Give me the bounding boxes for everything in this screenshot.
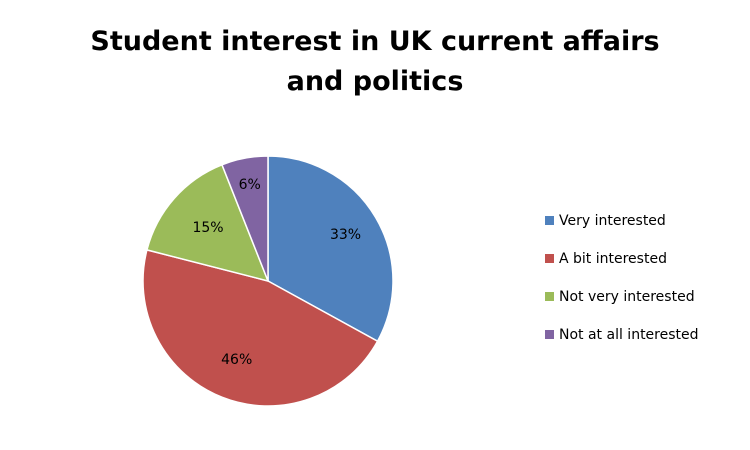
legend-label: Not very interested [559,288,695,305]
pie-slice-not-at-all-interested [221,155,269,282]
chart-title-line-1: Student interest in UK current affairs [90,26,660,57]
data-label-a-bit-interested: 46% [221,352,252,368]
data-label-not-at-all-interested: 6% [239,177,261,193]
legend-label: Not at all interested [559,326,699,343]
legend-label: A bit interested [559,250,667,267]
legend-swatch [545,292,554,301]
legend-swatch [545,330,554,339]
pie-slice-a-bit-interested [142,248,379,407]
data-label-not-very-interested: 15% [192,220,223,236]
chart-title: Student interest in UK current affairs a… [0,22,750,102]
legend-item-not-very-interested: Not very interested [545,287,745,306]
data-label-very-interested: 33% [330,227,361,243]
legend-swatch [545,216,554,225]
legend-label: Very interested [559,212,666,229]
legend-item-very-interested: Very interested [545,211,745,230]
chart-title-line-2: and politics [286,66,464,97]
legend-swatch [545,254,554,263]
legend-item-not-at-all-interested: Not at all interested [545,325,745,344]
legend-item-a-bit-interested: A bit interested [545,249,745,268]
legend: Very interested A bit interested Not ver… [545,211,745,363]
pie-slice-not-very-interested [146,163,270,283]
pie-slice-very-interested [267,155,394,343]
